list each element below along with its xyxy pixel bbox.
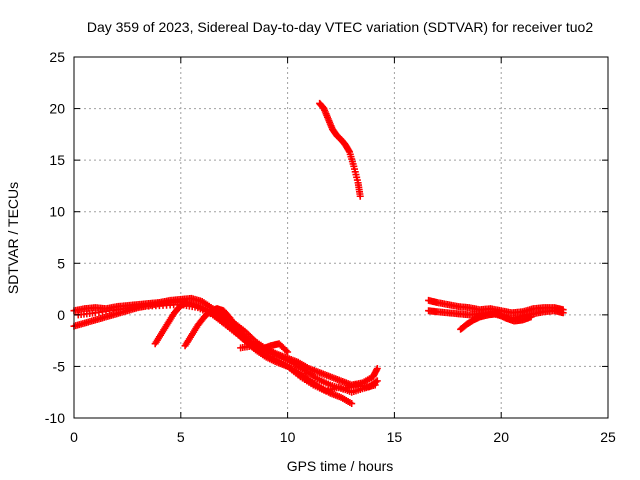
data-point: [373, 364, 381, 372]
y-tick-label: 5: [57, 255, 65, 271]
data-points: [70, 99, 567, 408]
x-tick-label: 5: [177, 429, 185, 445]
data-point: [356, 192, 364, 200]
x-tick-label: 10: [280, 429, 296, 445]
y-tick-label: 0: [57, 307, 65, 323]
data-point: [348, 400, 356, 408]
y-tick-label: -5: [53, 358, 66, 374]
data-point: [284, 348, 292, 356]
data-point: [282, 347, 290, 355]
data-point: [373, 377, 381, 385]
plot-frame: [73, 56, 609, 419]
y-tick-label: 10: [49, 204, 65, 220]
series-track-f: [237, 342, 381, 393]
x-axis-label: GPS time / hours: [287, 458, 394, 474]
data-point: [527, 313, 535, 321]
y-tick-label: 15: [49, 152, 65, 168]
x-tick-label: 20: [493, 429, 509, 445]
y-tick-label: 25: [49, 49, 65, 65]
y-tick-label: -10: [45, 410, 65, 426]
y-axis-label: SDTVAR / TECUs: [5, 182, 21, 294]
series-track-d: [151, 298, 191, 348]
x-tick-label: 15: [387, 429, 403, 445]
data-point: [372, 378, 380, 386]
y-tick-label: 20: [49, 101, 65, 117]
axis-ticks: 0 5 10 15 20 25 -10 -5 0 5 10 15 20 25: [45, 49, 616, 445]
series-track-e: [181, 305, 292, 356]
series-track-j: [457, 310, 535, 333]
x-tick-label: 0: [70, 429, 78, 445]
data-point: [183, 298, 191, 306]
x-tick-label: 25: [600, 429, 616, 445]
series-track-g: [316, 99, 364, 200]
chart-title: Day 359 of 2023, Sidereal Day-to-day VTE…: [87, 19, 594, 35]
grid: [74, 57, 608, 418]
data-point: [559, 309, 567, 317]
